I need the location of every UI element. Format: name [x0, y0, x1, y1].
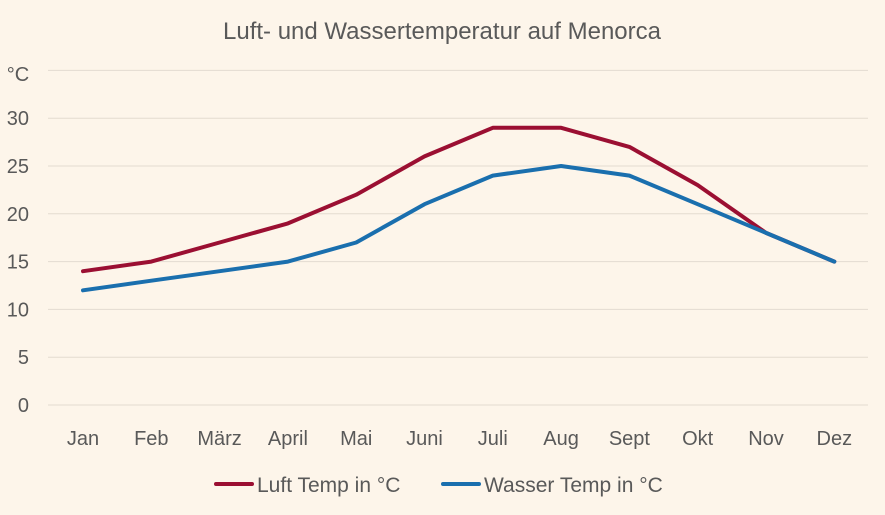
y-tick-label: 10 — [7, 299, 29, 321]
x-tick-label: Okt — [682, 428, 714, 450]
x-tick-label: Aug — [543, 428, 579, 450]
x-axis-ticks: Jan Feb März April Mai Juni Juli Aug Sept Okt Nov D… — [67, 428, 852, 450]
legend-label: Wasser Temp in °C — [484, 474, 663, 497]
x-tick-label: Mai — [340, 428, 372, 450]
y-tick-label: 30 — [7, 108, 29, 130]
x-tick-label: Juli — [478, 428, 508, 450]
x-tick-label: März — [197, 428, 241, 450]
x-tick-label: Dez — [817, 428, 853, 450]
x-tick-label: Sept — [609, 428, 651, 450]
y-tick-label: 15 — [7, 252, 29, 274]
x-tick-label: Feb — [134, 428, 168, 450]
x-tick-label: Nov — [748, 428, 784, 450]
y-axis-unit-label: °C — [7, 64, 29, 86]
y-tick-label: 25 — [7, 156, 29, 178]
series-line-2 — [81, 164, 837, 293]
y-tick-label: 0 — [18, 395, 29, 417]
x-tick-label: April — [268, 428, 308, 450]
x-tick-label: Juni — [406, 428, 443, 450]
x-tick-label: Jan — [67, 428, 99, 450]
y-tick-label: 20 — [7, 204, 29, 226]
y-axis-ticks: 0 5 10 15 20 25 30 — [7, 108, 29, 417]
legend-label: Luft Temp in °C — [257, 474, 400, 497]
chart-title: Luft- und Wassertemperatur auf Menorca — [223, 18, 662, 45]
gridlines — [48, 69, 868, 406]
y-tick-label: 5 — [18, 347, 29, 369]
series-line-1 — [81, 125, 837, 274]
legend: Luft Temp in °C Wasser Temp in °C — [214, 474, 663, 497]
series-lines — [81, 125, 837, 293]
